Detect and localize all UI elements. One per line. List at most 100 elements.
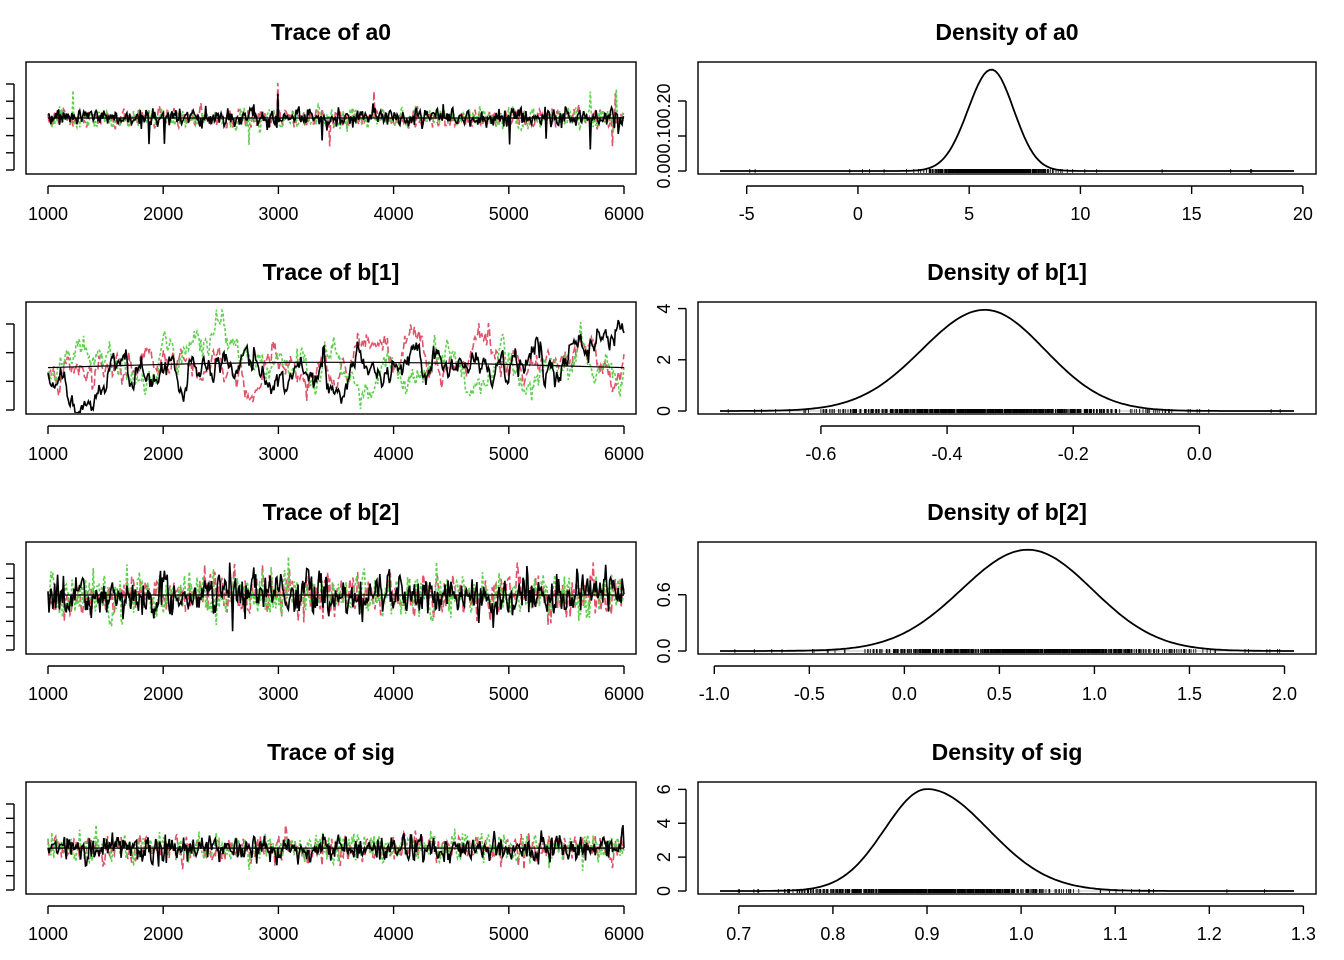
x-tick-label: -0.2	[1058, 444, 1089, 464]
density-curve	[720, 68, 1294, 172]
density-rug	[727, 409, 1281, 413]
x-tick-label: 1.2	[1197, 924, 1222, 944]
density-curve	[720, 788, 1294, 892]
panel-0: Trace of a0 1000 2000 3000 4000 5000 6000	[6, 19, 644, 224]
panel-title: Trace of sig	[267, 739, 395, 765]
x-tick-label: 4000	[374, 444, 414, 464]
density-curve	[720, 308, 1294, 412]
x-tick-label: 2000	[143, 924, 183, 944]
plot-frame	[25, 781, 637, 895]
density-rug	[737, 889, 1265, 893]
plot-area	[47, 308, 625, 413]
x-tick-label: -0.5	[794, 684, 825, 704]
density-rug	[749, 169, 1253, 173]
panel-title: Density of b[2]	[927, 499, 1087, 525]
plot-area	[47, 556, 625, 632]
plot-frame	[697, 301, 1317, 415]
x-tick-label: 5	[964, 204, 974, 224]
x-tick-label: 1.1	[1103, 924, 1128, 944]
x-tick-label: -0.4	[932, 444, 963, 464]
trace-series-chain-2	[47, 82, 625, 147]
plot-area	[720, 68, 1294, 173]
plot-frame	[25, 301, 637, 415]
x-tick-label: 5000	[489, 924, 529, 944]
trace-series-chain-2	[47, 323, 625, 404]
plot-area	[720, 548, 1294, 653]
trace-series-chain-3	[47, 308, 625, 410]
x-tick-label: 10	[1070, 204, 1090, 224]
x-tick-label: 1000	[28, 684, 68, 704]
plot-area	[47, 824, 625, 871]
x-tick-label: 0.9	[915, 924, 940, 944]
plot-frame	[697, 541, 1317, 655]
panel-7: Density of sig 0.7 0.8 0.9 1.0 1.1 1.2 1.3 0 2 4 6	[654, 739, 1317, 944]
x-tick-label: -5	[739, 204, 755, 224]
trace-series-chain-1	[47, 93, 625, 150]
x-tick-label: 5000	[489, 444, 529, 464]
plot-area	[47, 82, 625, 150]
y-tick-label: 0.0	[654, 638, 674, 663]
x-tick-label: 4000	[374, 204, 414, 224]
x-tick-label: 2.0	[1272, 684, 1297, 704]
x-tick-label: 3000	[258, 924, 298, 944]
x-tick-label: 1000	[28, 444, 68, 464]
y-tick-label: 0.6	[654, 582, 674, 607]
density-curve	[720, 548, 1294, 652]
trace-series-chain-3	[47, 89, 625, 145]
panel-title: Trace of b[2]	[263, 499, 400, 525]
x-tick-label: 15	[1182, 204, 1202, 224]
y-tick-label: 6	[654, 784, 674, 794]
trace-smooth-line	[47, 361, 625, 369]
panel-title: Density of sig	[932, 739, 1083, 765]
panel-1: Density of a0 -5 0 5 10 15 20 0.000.100.20	[654, 19, 1317, 224]
panel-title: Density of a0	[935, 19, 1078, 45]
x-tick-label: 6000	[604, 444, 644, 464]
x-tick-label: 0.5	[987, 684, 1012, 704]
plot-frame	[697, 61, 1317, 175]
x-tick-label: 0.0	[1187, 444, 1212, 464]
x-tick-label: 1.5	[1177, 684, 1202, 704]
density-rug	[734, 649, 1281, 653]
x-tick-label: 6000	[604, 924, 644, 944]
panel-title: Density of b[1]	[927, 259, 1087, 285]
x-tick-label: 2000	[143, 204, 183, 224]
x-tick-label: 6000	[604, 684, 644, 704]
panel-2: Trace of b[1] 1000 2000 3000 4000 5000 6000	[6, 259, 644, 464]
x-tick-label: 0	[853, 204, 863, 224]
y-tick-label: 0	[654, 886, 674, 896]
y-tick-label: 0.00	[654, 153, 674, 188]
x-tick-label: 20	[1293, 204, 1313, 224]
x-tick-label: 0.8	[820, 924, 845, 944]
x-tick-label: 6000	[604, 204, 644, 224]
plot-frame	[25, 61, 637, 175]
panel-4: Trace of b[2] 1000 2000 3000 4000 5000 6000	[6, 499, 644, 704]
panel-title: Trace of a0	[271, 19, 391, 45]
y-tick-label: 4	[654, 818, 674, 828]
x-tick-label: 3000	[258, 444, 298, 464]
plot-area	[720, 788, 1294, 893]
panel-6: Trace of sig 1000 2000 3000 4000 5000 6000	[6, 739, 644, 944]
y-tick-label: 0.20	[654, 83, 674, 118]
x-tick-label: 4000	[374, 924, 414, 944]
x-tick-label: 1000	[28, 204, 68, 224]
x-tick-label: 0.7	[726, 924, 751, 944]
plot-area	[720, 308, 1294, 413]
plot-frame	[25, 541, 637, 655]
x-tick-label: 4000	[374, 684, 414, 704]
y-tick-label: 2	[654, 355, 674, 365]
y-tick-label: 4	[654, 304, 674, 314]
panel-3: Density of b[1] -0.6 -0.4 -0.2 0.0 0 2 4	[654, 259, 1317, 464]
trace-series-chain-1	[47, 319, 625, 413]
panel-title: Trace of b[1]	[263, 259, 400, 285]
panel-5: Density of b[2] -1.0 -0.5 0.0 0.5 1.0 1.5 2.0 0.…	[654, 499, 1317, 704]
x-tick-label: 3000	[258, 684, 298, 704]
x-tick-label: 5000	[489, 684, 529, 704]
y-tick-label: 0	[654, 406, 674, 416]
x-tick-label: -0.6	[805, 444, 836, 464]
x-tick-label: 3000	[258, 204, 298, 224]
x-tick-label: 0.0	[892, 684, 917, 704]
x-tick-label: 1.3	[1291, 924, 1316, 944]
x-tick-label: 5000	[489, 204, 529, 224]
trace-series-chain-1	[47, 562, 625, 632]
